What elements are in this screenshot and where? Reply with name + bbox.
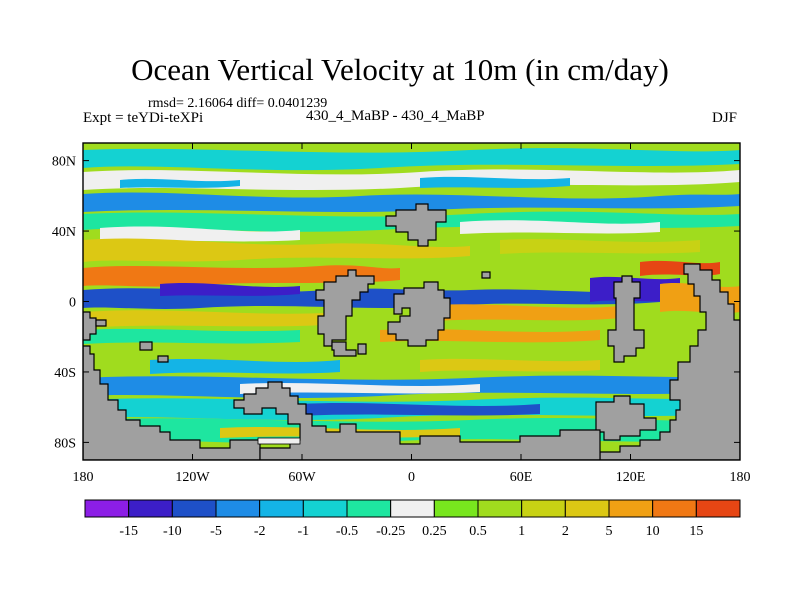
field-band	[83, 148, 740, 171]
chart-title: Ocean Vertical Velocity at 10m (in cm/da…	[131, 52, 669, 87]
field-band	[83, 238, 470, 262]
equatorial-band	[420, 304, 620, 322]
colorbar-swatch	[215, 499, 261, 518]
y-tick-label: 80S	[54, 436, 76, 451]
season-label: DJF	[712, 110, 738, 126]
colorbar-label: -10	[163, 524, 182, 539]
x-tick-label: 60E	[510, 470, 533, 485]
y-tick-label: 40S	[54, 366, 76, 381]
colorbar-label: 2	[562, 524, 569, 539]
land-sw-island	[331, 341, 357, 357]
colorbar-label: -0.25	[376, 524, 405, 539]
land-pacific-island	[139, 341, 153, 351]
colorbar-swatch	[564, 499, 610, 518]
land-east-continent	[599, 263, 740, 460]
y-tick-label: 80N	[52, 155, 76, 170]
equatorial-band	[83, 310, 340, 328]
equatorial-band	[83, 265, 400, 287]
colorbar-swatch	[346, 499, 392, 518]
land-west-coast	[83, 345, 261, 460]
field-band	[420, 176, 570, 188]
run-label: 430_4_MaBP - 430_4_MaBP	[306, 108, 485, 124]
colorbar-swatch	[695, 499, 741, 518]
southern-band	[420, 358, 600, 372]
y-tick-label: 40N	[52, 225, 76, 240]
map-field	[83, 143, 740, 460]
colorbar-swatch	[608, 499, 654, 518]
land-north-atlantic	[385, 203, 447, 247]
colorbar-label: 0.25	[422, 524, 447, 539]
land-pacific-island	[95, 319, 107, 327]
colorbar-label: -5	[210, 524, 222, 539]
colorbar-label: 5	[606, 524, 613, 539]
colorbar-swatch	[302, 499, 348, 518]
equatorial-band	[160, 283, 300, 296]
land-southern-continent	[233, 381, 601, 460]
colorbar-swatch	[128, 499, 173, 518]
field-band	[100, 226, 300, 242]
field-band	[83, 192, 740, 212]
land-masses	[83, 203, 740, 460]
southern-band	[240, 383, 480, 394]
land-southeast-block	[595, 395, 657, 441]
colorbar-swatch	[84, 499, 130, 518]
colorbar-label: 0.5	[469, 524, 487, 539]
colorbar-label: -15	[119, 524, 138, 539]
colorbar-swatch	[652, 499, 697, 518]
field-band	[120, 178, 240, 188]
field-band	[500, 239, 700, 254]
colorbar-label: -2	[254, 524, 266, 539]
colorbar-label: -0.5	[336, 524, 358, 539]
southern-band	[300, 403, 540, 416]
axis-ticks: 180 120W 60W 0 60E 120E 180 80N 40N 0 40S 80S	[52, 143, 751, 485]
land-central-continent	[315, 269, 375, 347]
x-tick-label: 60W	[288, 470, 316, 485]
land-indian-ridge	[607, 275, 645, 363]
x-tick-label: 180	[730, 470, 751, 485]
ice-strip	[257, 437, 301, 445]
land-small-island	[481, 271, 491, 279]
land-ring-continent	[387, 281, 451, 347]
colorbar-label: -1	[297, 524, 309, 539]
southern-band	[150, 359, 340, 374]
x-tick-label: 120E	[616, 470, 646, 485]
x-tick-label: 180	[73, 470, 94, 485]
colorbar-label: 10	[646, 524, 660, 539]
colorbar-swatch	[433, 499, 479, 518]
y-tick-label: 0	[69, 296, 76, 311]
colorbar-label: 1	[518, 524, 525, 539]
colorbar-swatch	[477, 499, 523, 518]
land-west-peninsula	[83, 311, 97, 341]
colorbar-swatch	[171, 499, 217, 518]
equatorial-band	[83, 328, 300, 344]
land-pacific-island	[157, 355, 169, 363]
field-band	[83, 169, 740, 190]
colorbar-swatch	[521, 499, 566, 518]
x-tick-label: 0	[408, 470, 415, 485]
colorbar-swatch	[259, 499, 304, 518]
experiment-label: Expt = teYDi-teXPi	[83, 110, 204, 126]
colorbar: -15 -10 -5 -2 -1 -0.5 -0.25 0.25 0.5 1 2 5 10 15	[84, 499, 741, 539]
x-tick-label: 120W	[175, 470, 210, 485]
land-small-block	[357, 343, 367, 355]
colorbar-label: 15	[689, 524, 703, 539]
stats-label: rmsd= 2.16064 diff= 0.0401239	[148, 96, 328, 111]
field-band	[460, 220, 660, 234]
colorbar-swatch	[390, 499, 435, 518]
